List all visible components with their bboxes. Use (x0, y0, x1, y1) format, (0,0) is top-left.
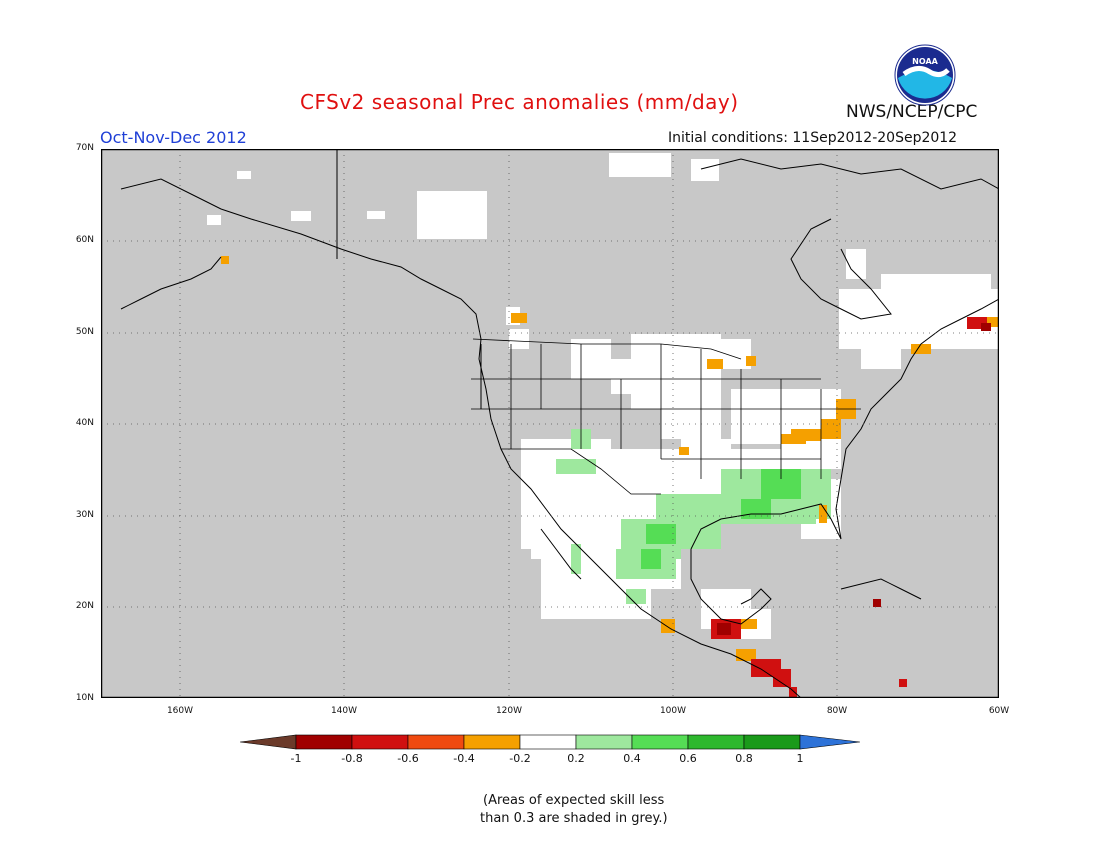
political-borders (471, 338, 861, 495)
skill-note-line-1: (Areas of expected skill less (483, 793, 665, 808)
agency-label: NWS/NCEP/CPC (846, 102, 978, 122)
legend-label: -0.4 (453, 752, 475, 765)
lat-label-40n: 40N (75, 418, 94, 428)
lon-label-60w: 60W (988, 706, 1010, 716)
lon-label-100w: 100W (659, 706, 687, 716)
lon-label-160w: 160W (166, 706, 194, 716)
lat-label-50n: 50N (75, 327, 94, 337)
legend-label: -0.6 (397, 752, 419, 765)
precip-anomaly-map (101, 149, 999, 698)
legend-label: 0.6 (679, 752, 697, 765)
legend-label: 0.4 (623, 752, 641, 765)
map-frame (101, 149, 999, 698)
legend-label: 0.2 (567, 752, 585, 765)
legend-swatch (351, 734, 409, 750)
legend-swatch (295, 734, 353, 750)
initial-conditions-label: Initial conditions: 11Sep2012-20Sep2012 (668, 130, 958, 146)
legend-arrow-left (240, 734, 297, 750)
legend-swatch (631, 734, 689, 750)
chart-title: CFSv2 seasonal Prec anomalies (mm/day) (300, 90, 739, 114)
lat-label-30n: 30N (75, 510, 94, 520)
legend-swatch (519, 734, 577, 750)
legend-swatch (463, 734, 521, 750)
legend-label: 1 (796, 752, 804, 765)
legend-swatch (743, 734, 801, 750)
legend-label: 0.8 (735, 752, 753, 765)
lon-label-120w: 120W (495, 706, 523, 716)
legend-label: -0.8 (341, 752, 363, 765)
noaa-logo: NOAA (894, 44, 956, 106)
legend-label: -0.2 (509, 752, 531, 765)
lon-label-80w: 80W (826, 706, 848, 716)
skill-note-line-2: than 0.3 are shaded in grey.) (480, 811, 668, 826)
lat-label-70n: 70N (75, 143, 94, 153)
lat-label-10n: 10N (75, 693, 94, 703)
wet-anomaly-strong-areas (641, 469, 801, 569)
lat-label-20n: 20N (75, 601, 94, 611)
legend-label: -1 (290, 752, 302, 765)
dry-anomaly-extreme-areas (717, 323, 991, 635)
season-label: Oct-Nov-Dec 2012 (100, 128, 247, 147)
legend-swatch (575, 734, 633, 750)
coastlines (120, 149, 999, 698)
lon-label-140w: 140W (330, 706, 358, 716)
logo-text: NOAA (912, 57, 938, 66)
legend-swatch (407, 734, 465, 750)
legend-colorbar (240, 734, 860, 750)
lat-label-60n: 60N (75, 235, 94, 245)
legend-swatch (687, 734, 745, 750)
legend-arrow-right (799, 734, 860, 750)
